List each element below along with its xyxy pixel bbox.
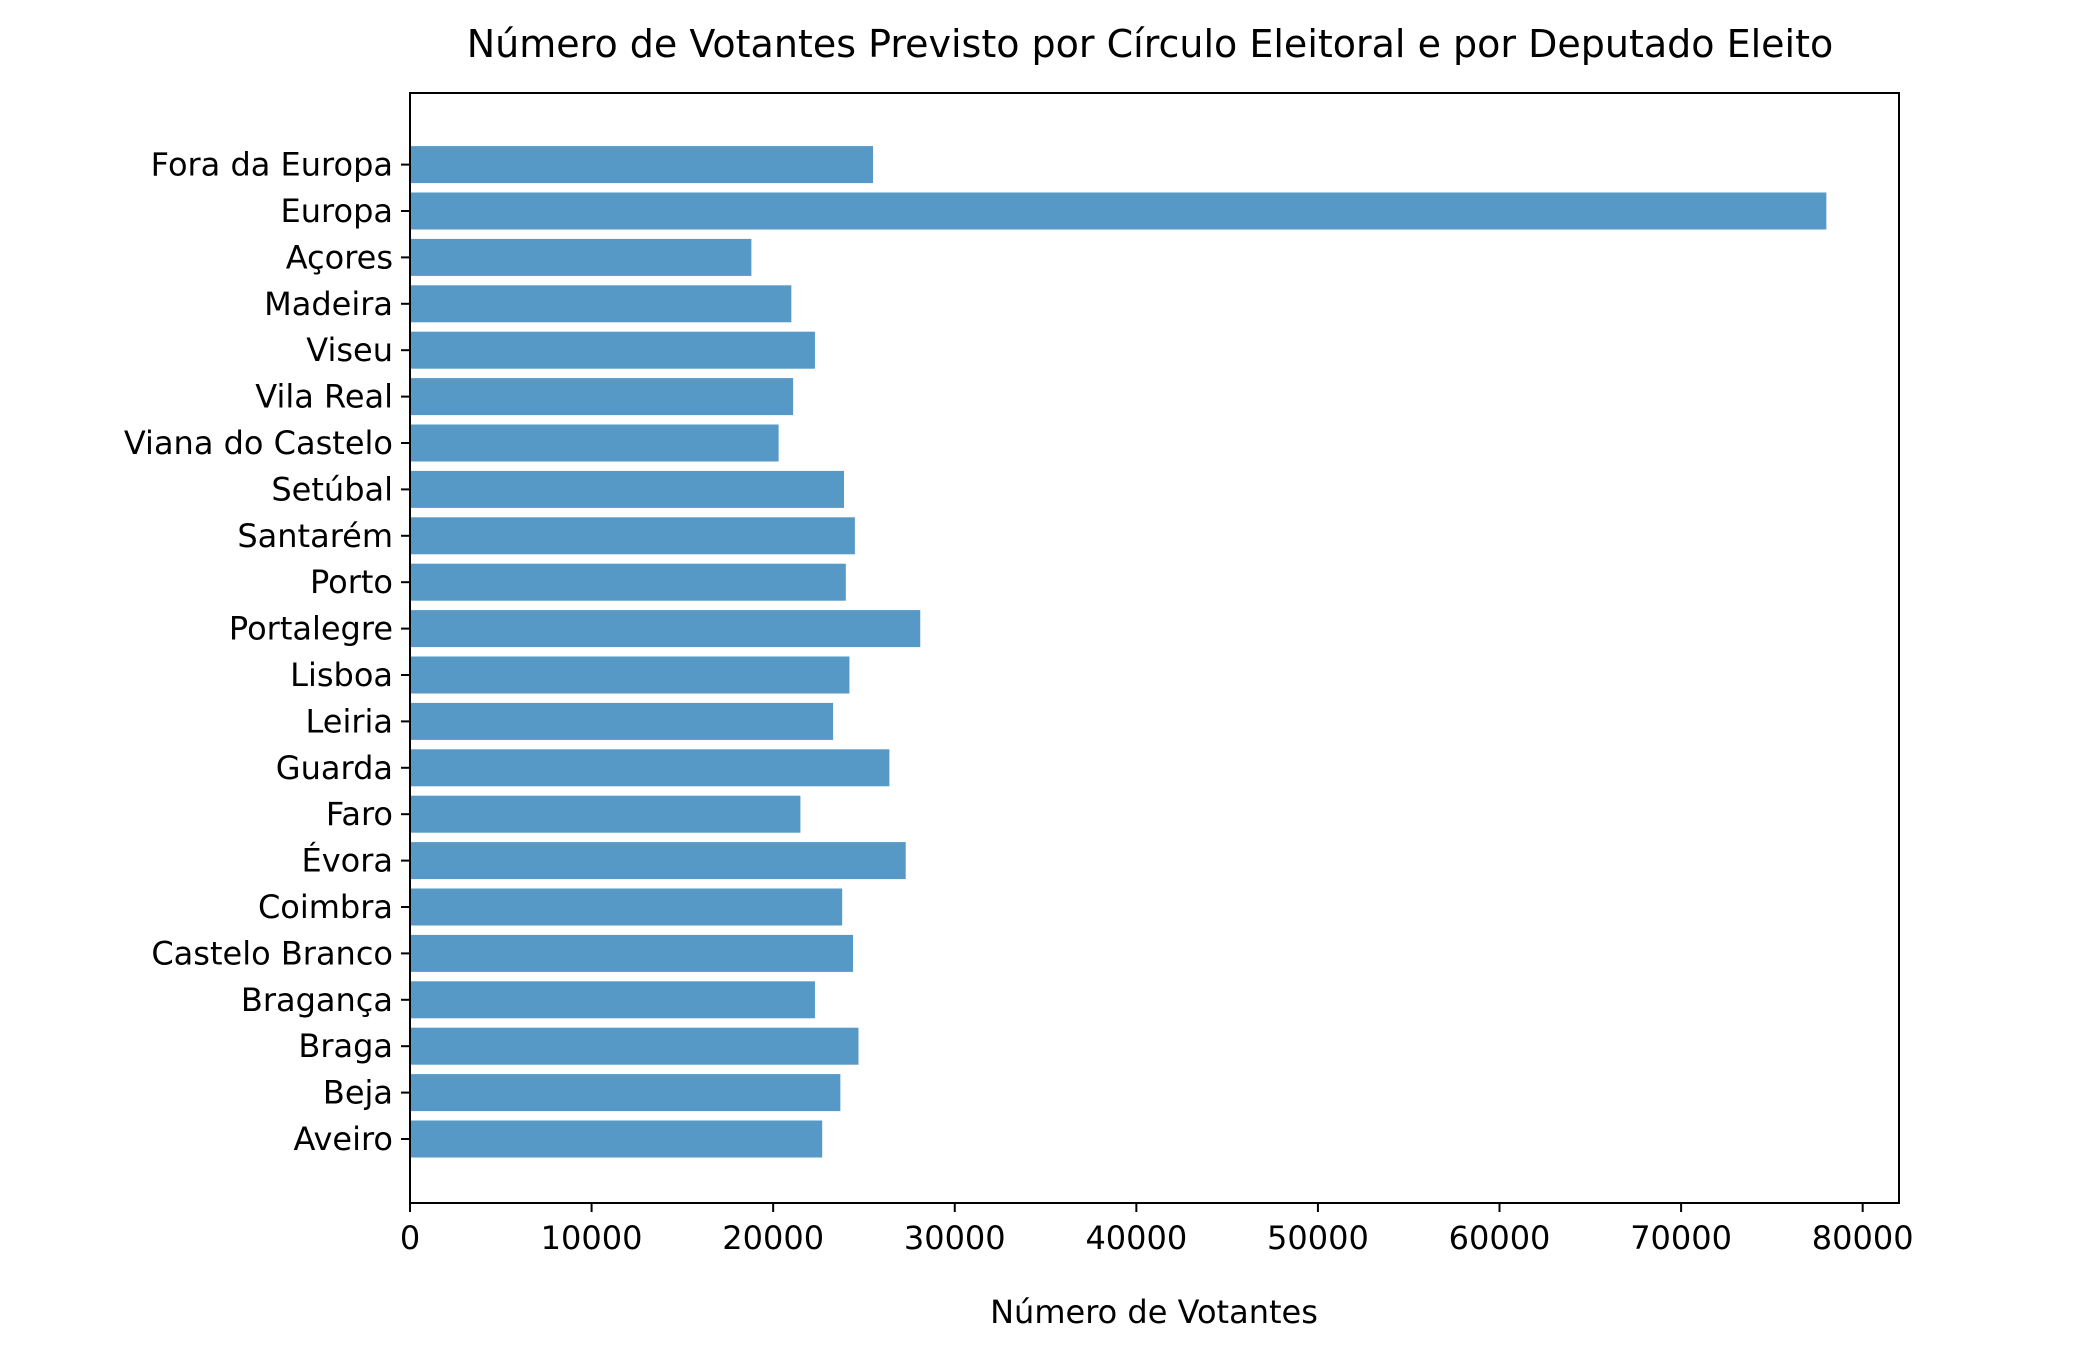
y-tick-label-madeira: Madeira <box>264 285 393 323</box>
bar-viseu <box>410 331 815 369</box>
bar-guarda <box>410 749 890 787</box>
bar-leiria <box>410 702 834 740</box>
x-tick-label: 60000 <box>1449 1219 1551 1257</box>
x-tick-label: 50000 <box>1267 1219 1369 1257</box>
y-tick-label-leiria: Leiria <box>306 702 394 740</box>
bar-acores <box>410 238 752 276</box>
y-tick-label-braga: Braga <box>298 1027 393 1065</box>
bar-evora <box>410 842 906 880</box>
y-tick-label-guarda: Guarda <box>276 749 393 787</box>
x-axis-ticks: 0 10000 20000 30000 40000 50000 60000 70000 8000… <box>400 1203 1914 1257</box>
y-tick-label-faro: Faro <box>326 795 393 833</box>
bar-porto <box>410 563 846 601</box>
y-tick-label-viseu: Viseu <box>306 331 393 369</box>
bar-santarem <box>410 517 855 555</box>
y-tick-label-europa: Europa <box>281 192 393 230</box>
bar-braga <box>410 1027 859 1065</box>
bar-vila-real <box>410 378 794 416</box>
bar-lisboa <box>410 656 850 694</box>
y-tick-label-setubal: Setúbal <box>271 470 393 508</box>
bar-castelo-branco <box>410 934 854 972</box>
bar-viana-do-castelo <box>410 424 779 462</box>
bar-fora-da-europa <box>410 146 874 184</box>
y-tick-label-fora-da-europa: Fora da Europa <box>151 146 393 184</box>
y-tick-label-santarem: Santarém <box>237 517 393 555</box>
chart-title: Número de Votantes Previsto por Círculo … <box>467 22 1833 66</box>
bar-faro <box>410 795 801 833</box>
y-tick-label-acores: Açores <box>286 238 393 276</box>
x-tick-label: 80000 <box>1812 1219 1914 1257</box>
y-tick-label-lisboa: Lisboa <box>290 656 393 694</box>
x-tick-label: 40000 <box>1085 1219 1187 1257</box>
y-axis-ticks: Aveiro Beja Braga Bragança Castelo Branco Coi… <box>124 146 410 1158</box>
bar-portalegre <box>410 610 921 648</box>
y-tick-label-aveiro: Aveiro <box>293 1120 393 1158</box>
y-tick-label-braganca: Bragança <box>241 981 393 1019</box>
y-tick-label-viana-do-castelo: Viana do Castelo <box>124 424 393 462</box>
x-tick-label: 70000 <box>1630 1219 1732 1257</box>
y-tick-label-coimbra: Coimbra <box>258 888 393 926</box>
y-tick-label-porto: Porto <box>310 563 393 601</box>
bar-aveiro <box>410 1120 823 1158</box>
x-axis-label: Número de Votantes <box>990 1293 1318 1331</box>
bars-group <box>410 146 1827 1158</box>
x-tick-label: 30000 <box>904 1219 1006 1257</box>
bar-coimbra <box>410 888 843 926</box>
bar-setubal <box>410 470 844 508</box>
x-tick-label: 10000 <box>541 1219 643 1257</box>
y-tick-label-evora: Évora <box>302 842 394 880</box>
bar-braganca <box>410 981 815 1019</box>
x-tick-label: 0 <box>400 1219 420 1257</box>
x-tick-label: 20000 <box>722 1219 824 1257</box>
y-tick-label-beja: Beja <box>323 1074 393 1112</box>
bar-madeira <box>410 285 792 323</box>
bar-beja <box>410 1074 841 1112</box>
plot-frame <box>409 92 1900 1204</box>
y-tick-label-castelo-branco: Castelo Branco <box>151 934 393 972</box>
y-tick-label-portalegre: Portalegre <box>229 610 393 648</box>
y-tick-label-vila-real: Vila Real <box>255 378 393 416</box>
bar-europa <box>410 192 1827 230</box>
